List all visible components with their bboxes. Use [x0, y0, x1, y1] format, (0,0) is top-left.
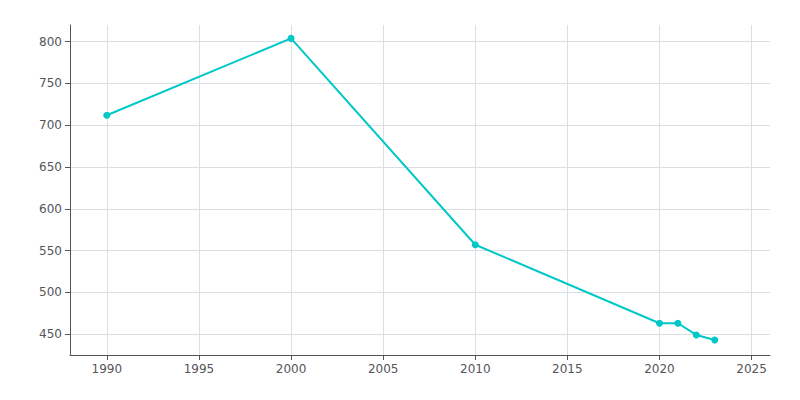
svg-text:2015: 2015	[552, 362, 583, 376]
svg-text:750: 750	[39, 76, 62, 90]
svg-text:2010: 2010	[460, 362, 491, 376]
svg-text:2020: 2020	[644, 362, 675, 376]
svg-text:700: 700	[39, 118, 62, 132]
svg-text:2005: 2005	[368, 362, 399, 376]
svg-text:800: 800	[39, 35, 62, 49]
svg-text:2000: 2000	[276, 362, 307, 376]
svg-text:600: 600	[39, 202, 62, 216]
svg-text:500: 500	[39, 285, 62, 299]
svg-text:450: 450	[39, 327, 62, 341]
svg-text:1995: 1995	[184, 362, 215, 376]
svg-text:2025: 2025	[736, 362, 767, 376]
svg-text:1990: 1990	[92, 362, 123, 376]
svg-text:650: 650	[39, 160, 62, 174]
svg-text:550: 550	[39, 244, 62, 258]
